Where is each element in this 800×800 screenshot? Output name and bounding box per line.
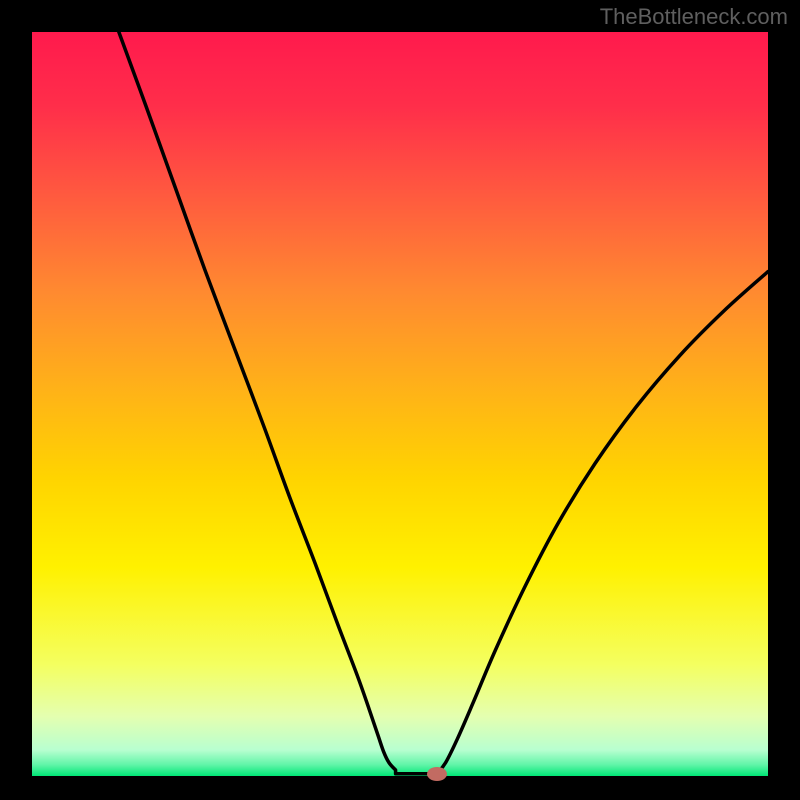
plot-area <box>32 32 768 776</box>
chart-root: TheBottleneck.com <box>0 0 800 800</box>
watermark-text: TheBottleneck.com <box>600 4 788 30</box>
